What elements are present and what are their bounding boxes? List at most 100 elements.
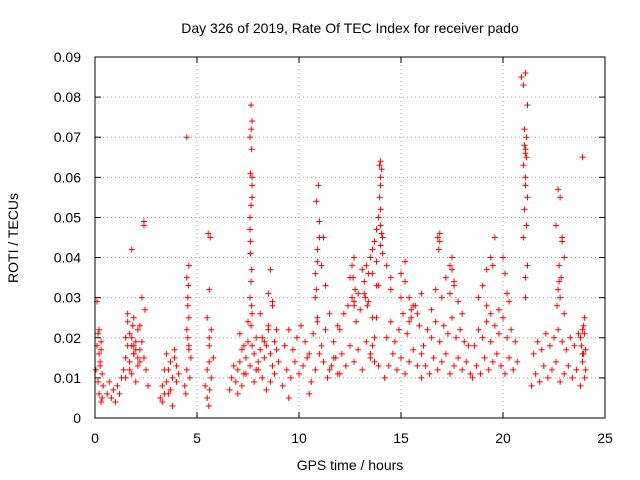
chart-title: Day 326 of 2019, Rate Of TEC Index for r… (181, 20, 519, 36)
data-point (104, 390, 111, 397)
y-tick-label: 0.03 (54, 290, 81, 306)
data-point (367, 354, 374, 361)
data-point (559, 234, 566, 241)
data-point (581, 330, 588, 337)
data-point (457, 326, 464, 333)
data-point (344, 302, 351, 309)
data-point (326, 310, 333, 317)
data-points (93, 70, 589, 409)
data-point (469, 374, 476, 381)
data-point (389, 350, 396, 357)
data-point (293, 334, 300, 341)
data-point (205, 402, 212, 409)
data-point (377, 206, 384, 213)
data-point (363, 338, 370, 345)
data-point (512, 338, 519, 345)
data-point (320, 358, 327, 365)
data-point (453, 334, 460, 341)
data-point (561, 254, 568, 261)
data-point (377, 174, 384, 181)
data-point (318, 342, 325, 349)
data-point (320, 234, 327, 241)
data-point (183, 326, 190, 333)
data-point (379, 250, 386, 257)
data-point (510, 366, 517, 373)
data-point (477, 370, 484, 377)
data-point (446, 290, 453, 297)
data-point (377, 182, 384, 189)
data-point (361, 290, 368, 297)
data-point (406, 358, 413, 365)
data-point (424, 326, 431, 333)
data-point (371, 238, 378, 245)
data-point (355, 290, 362, 297)
data-point (528, 382, 535, 389)
data-point (259, 334, 266, 341)
y-axis-label: ROTI / TECUs (5, 193, 21, 283)
data-point (391, 338, 398, 345)
data-point (247, 250, 254, 257)
data-point (279, 382, 286, 389)
data-point (306, 390, 313, 397)
x-tick-label: 5 (193, 430, 201, 446)
plot-frame (94, 56, 606, 419)
data-point (334, 322, 341, 329)
data-point (99, 370, 106, 377)
data-point (240, 342, 247, 349)
y-tick-label: 0.07 (54, 129, 81, 145)
data-point (322, 282, 329, 289)
data-point (298, 322, 305, 329)
data-point (232, 378, 239, 385)
data-point (532, 370, 539, 377)
data-point (261, 354, 268, 361)
data-point (236, 330, 243, 337)
data-point (461, 338, 468, 345)
data-point (322, 326, 329, 333)
data-point (371, 334, 378, 341)
data-point (378, 166, 385, 173)
data-point (351, 254, 358, 261)
data-point (416, 322, 423, 329)
data-point (281, 342, 288, 349)
data-point (436, 338, 443, 345)
data-point (245, 318, 251, 325)
data-point (352, 286, 359, 293)
data-point (523, 134, 530, 141)
data-point (169, 374, 176, 381)
data-point (553, 222, 560, 229)
data-point (581, 314, 588, 321)
data-point (351, 302, 358, 309)
data-point (504, 334, 511, 341)
data-point (442, 274, 449, 281)
data-point (185, 262, 192, 269)
data-point (136, 358, 143, 365)
data-point (377, 242, 384, 249)
data-point (328, 362, 335, 369)
data-point (538, 346, 545, 353)
data-point (181, 382, 188, 389)
data-point (395, 326, 402, 333)
data-point (451, 278, 458, 285)
x-tick-label: 15 (393, 430, 409, 446)
data-point (173, 378, 180, 385)
data-point (432, 318, 439, 325)
data-point (207, 234, 214, 241)
data-point (314, 258, 321, 265)
data-point (398, 294, 404, 301)
data-point (257, 310, 264, 317)
y-tick-label: 0.08 (54, 89, 81, 105)
y-tick-label: 0.05 (54, 209, 81, 225)
data-point (364, 302, 371, 309)
data-point (238, 382, 245, 389)
data-point (96, 326, 103, 333)
data-point (361, 278, 368, 285)
data-point (93, 366, 100, 373)
data-point (247, 170, 254, 177)
data-point (126, 366, 133, 373)
data-point (316, 350, 323, 357)
data-point (126, 330, 133, 337)
data-point (523, 222, 530, 229)
data-point (138, 338, 145, 345)
data-point (481, 354, 488, 361)
data-point (575, 330, 582, 337)
